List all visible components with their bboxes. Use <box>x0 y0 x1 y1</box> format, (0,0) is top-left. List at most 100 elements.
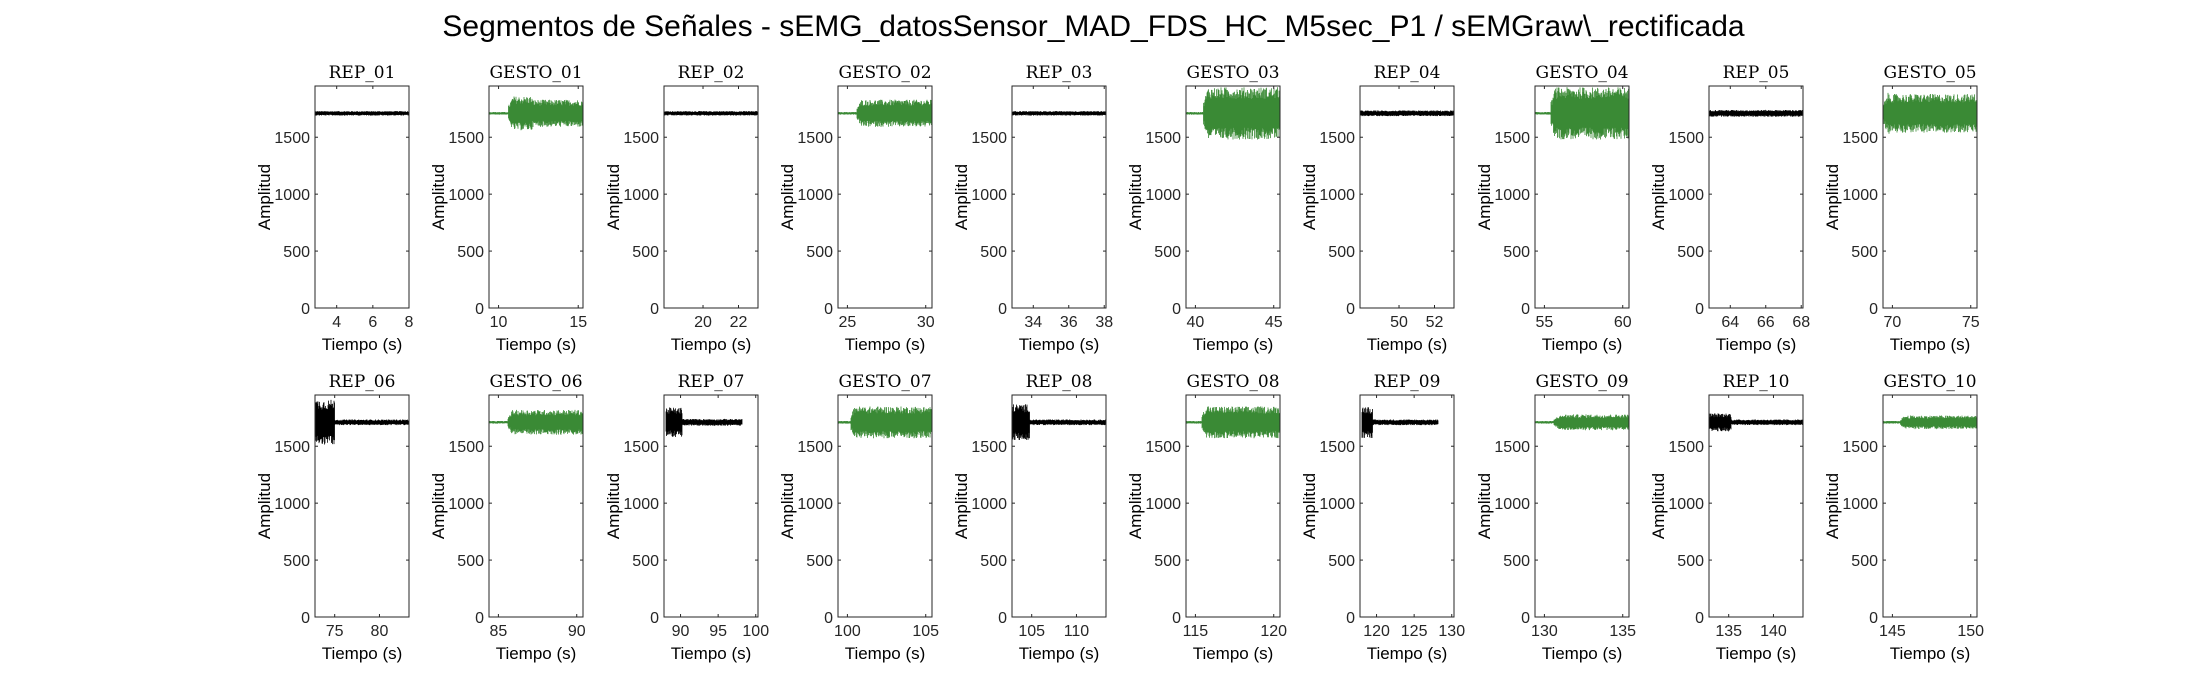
y-tick-label: 1000 <box>1145 496 1181 513</box>
y-tick-label: 1000 <box>797 496 833 513</box>
y-tick-label: 1500 <box>448 130 484 147</box>
y-tick-label: 500 <box>1328 244 1355 261</box>
axes-frame <box>1011 85 1107 309</box>
y-tick-label: 1000 <box>623 187 659 204</box>
x-axis-label: Tiempo (s) <box>1193 644 1274 663</box>
x-tick-label: 70 <box>1884 314 1902 331</box>
x-tick-label: 80 <box>371 623 389 640</box>
y-tick-label: 500 <box>806 553 833 570</box>
y-tick-label: 1000 <box>1145 187 1181 204</box>
axes-frame <box>488 85 584 309</box>
subplot-title: GESTO_01 <box>489 63 582 83</box>
x-tick-label: 100 <box>834 623 861 640</box>
subplot-rep-05: 64 66 68 0 500 1000 1500 REP_05 Tiempo (s) Amplit… <box>1649 63 1810 354</box>
x-axis-label: Tiempo (s) <box>845 644 926 663</box>
y-axis-label: Amplitud <box>429 164 448 230</box>
x-tick-label: 38 <box>1095 314 1113 331</box>
x-tick-label: 55 <box>1536 314 1554 331</box>
y-tick-label: 1000 <box>1668 496 1704 513</box>
x-tick-label: 150 <box>1957 623 1984 640</box>
axes-frame <box>314 394 410 618</box>
y-tick-label: 1500 <box>1319 439 1355 456</box>
signal-trace <box>1185 87 1281 140</box>
y-tick-label: 0 <box>1346 610 1355 627</box>
subplot-title: GESTO_09 <box>1535 372 1628 392</box>
subplot-title: REP_07 <box>678 372 745 392</box>
x-axis-label: Tiempo (s) <box>1019 644 1100 663</box>
signal-trace <box>314 399 410 445</box>
y-tick-label: 1500 <box>623 439 659 456</box>
subplot-rep-02: 20 22 0 500 1000 1500 REP_02 Tiempo (s) Amplitud <box>604 63 759 354</box>
x-tick-label: 130 <box>1438 623 1465 640</box>
y-tick-label: 500 <box>806 244 833 261</box>
subplot-title: REP_06 <box>329 372 396 392</box>
axes-frame <box>1708 85 1804 309</box>
x-tick-label: 20 <box>694 314 712 331</box>
x-tick-label: 36 <box>1060 314 1078 331</box>
axes-frame <box>1534 85 1630 309</box>
x-tick-label: 145 <box>1879 623 1906 640</box>
subplot-gesto-01: 10 15 0 500 1000 1500 GESTO_01 Tiempo (s) Amplit… <box>429 63 587 354</box>
x-axis-label: Tiempo (s) <box>1716 644 1797 663</box>
x-axis-label: Tiempo (s) <box>322 644 403 663</box>
y-tick-label: 1000 <box>274 496 310 513</box>
y-tick-label: 500 <box>1851 244 1878 261</box>
y-tick-label: 1500 <box>623 130 659 147</box>
x-tick-label: 130 <box>1531 623 1558 640</box>
y-tick-label: 1000 <box>448 496 484 513</box>
y-axis-label: Amplitud <box>1823 164 1842 230</box>
subplot-gesto-04: 55 60 0 500 1000 1500 GESTO_04 Tiempo (s) Amplit… <box>1475 63 1632 354</box>
y-axis-label: Amplitud <box>1823 473 1842 539</box>
y-tick-label: 1500 <box>797 130 833 147</box>
y-tick-label: 1000 <box>1668 187 1704 204</box>
x-tick-label: 90 <box>568 623 586 640</box>
x-tick-label: 52 <box>1426 314 1444 331</box>
subplot-title: GESTO_04 <box>1535 63 1628 83</box>
x-axis-label: Tiempo (s) <box>1367 644 1448 663</box>
y-tick-label: 500 <box>283 244 310 261</box>
subplot-title: REP_03 <box>1026 63 1093 83</box>
y-tick-label: 1000 <box>1494 496 1530 513</box>
y-tick-label: 0 <box>1869 610 1878 627</box>
y-tick-label: 500 <box>1677 244 1704 261</box>
x-tick-label: 8 <box>405 314 414 331</box>
x-axis-label: Tiempo (s) <box>1716 335 1797 354</box>
x-tick-label: 25 <box>839 314 857 331</box>
subplot-title: GESTO_05 <box>1883 63 1976 83</box>
y-tick-label: 500 <box>1154 553 1181 570</box>
subplot-title: REP_02 <box>678 63 745 83</box>
x-tick-label: 34 <box>1024 314 1042 331</box>
y-tick-label: 500 <box>1851 553 1878 570</box>
subplot-gesto-05: 70 75 0 500 1000 1500 GESTO_05 Tiempo (s) Amplit… <box>1823 63 1980 354</box>
x-tick-label: 140 <box>1760 623 1787 640</box>
y-tick-label: 1500 <box>1842 439 1878 456</box>
subplot-rep-09: 120 125 130 0 500 1000 1500 REP_09 Tiempo (s) Amp… <box>1300 372 1465 663</box>
y-tick-label: 0 <box>1346 301 1355 318</box>
y-tick-label: 0 <box>301 610 310 627</box>
x-axis-label: Tiempo (s) <box>671 644 752 663</box>
y-tick-label: 0 <box>1172 610 1181 627</box>
y-tick-label: 1000 <box>971 187 1007 204</box>
x-tick-label: 110 <box>1064 623 1090 640</box>
y-tick-label: 1000 <box>797 187 833 204</box>
signal-trace <box>1534 414 1630 431</box>
signal-trace <box>488 96 584 131</box>
x-tick-label: 40 <box>1187 314 1205 331</box>
figure-title: Segmentos de Señales - sEMG_datosSensor_… <box>442 10 1745 43</box>
signal-trace <box>837 406 933 439</box>
subplot-gesto-08: 115 120 0 500 1000 1500 GESTO_08 Tiempo (s) Ampl… <box>1126 372 1287 663</box>
x-axis-label: Tiempo (s) <box>845 335 926 354</box>
subplot-title: GESTO_10 <box>1883 372 1976 392</box>
y-tick-label: 1500 <box>971 130 1007 147</box>
signal-trace <box>488 409 584 435</box>
x-axis-label: Tiempo (s) <box>1367 335 1448 354</box>
y-tick-label: 0 <box>650 610 659 627</box>
subplot-title: GESTO_08 <box>1186 372 1279 392</box>
y-axis-label: Amplitud <box>604 473 623 539</box>
y-tick-label: 1000 <box>1842 496 1878 513</box>
x-tick-label: 15 <box>569 314 587 331</box>
x-tick-label: 4 <box>332 314 341 331</box>
x-tick-label: 45 <box>1265 314 1283 331</box>
